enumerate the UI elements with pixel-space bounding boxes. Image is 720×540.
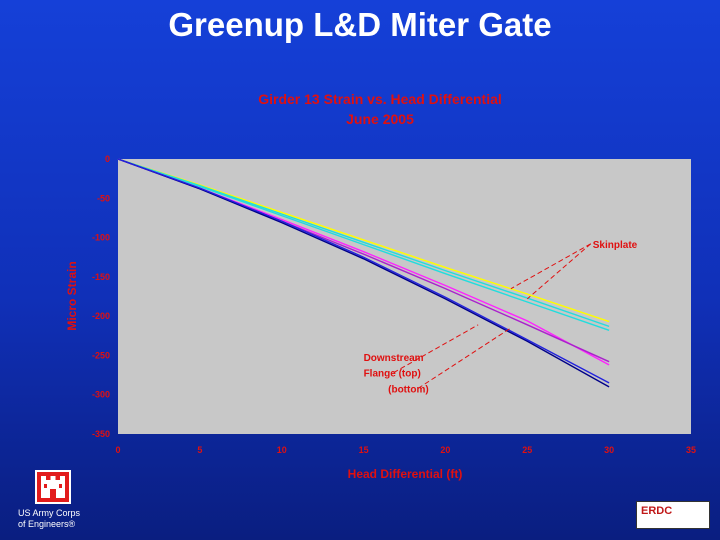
chart-title: Girder 13 Strain vs. Head Differential (258, 91, 502, 107)
series-layer (117, 158, 610, 388)
annotation-label: Skinplate (593, 240, 638, 251)
y-tick-label: -50 (97, 193, 110, 203)
series-line (117, 158, 610, 388)
x-tick-label: 0 (115, 445, 120, 455)
org-caption: US Army Corps of Engineers® (18, 508, 80, 530)
series-line (117, 158, 610, 331)
y-tick-label: -200 (92, 311, 110, 321)
annotation-pointer (417, 327, 512, 389)
series-line (117, 158, 610, 323)
org-line-1: US Army Corps (18, 508, 81, 518)
y-tick-label: -300 (92, 390, 110, 400)
x-tick-label: 25 (522, 445, 532, 455)
y-tick-label: -350 (92, 429, 110, 439)
series-line (117, 158, 610, 328)
x-tick-label: 30 (604, 445, 614, 455)
usace-castle-logo (35, 470, 71, 504)
slide-title: Greenup L&D Miter Gate (168, 6, 552, 43)
y-tick-label: -100 (92, 233, 110, 243)
chart-subtitle: June 2005 (346, 111, 414, 127)
annotation-pointer (393, 324, 479, 374)
erdc-logo: ERDC (636, 501, 710, 529)
y-tick-label: 0 (105, 154, 110, 164)
annotation-pointer (526, 243, 592, 300)
y-axis-label: Micro Strain (65, 261, 79, 330)
x-tick-label: 15 (359, 445, 369, 455)
annotation-pointer (510, 243, 592, 290)
x-axis-label: Head Differential (ft) (348, 467, 463, 481)
org-line-2: of Engineers® (18, 519, 76, 529)
y-tick-label: -250 (92, 350, 110, 360)
y-tick-label: -150 (92, 272, 110, 282)
erdc-logo-text: ERDC (641, 505, 673, 517)
x-tick-label: 20 (440, 445, 450, 455)
plot-area (118, 159, 691, 434)
annotation-label: Downstream (364, 353, 424, 364)
x-tick-label: 35 (686, 445, 696, 455)
axes: 0 5 10 15 20 25 30 35 0 -50 -100 -150 -200 -250 -300 -3… (92, 154, 696, 455)
series-line (117, 158, 610, 384)
annotation-layer: Skinplate Downstream Flange (top) (bottom) (364, 240, 638, 396)
annotation-label: Flange (top) (364, 369, 421, 380)
annotation-label: (bottom) (388, 384, 429, 395)
castle-icon (41, 476, 65, 498)
x-tick-label: 10 (277, 445, 287, 455)
x-tick-label: 5 (197, 445, 202, 455)
